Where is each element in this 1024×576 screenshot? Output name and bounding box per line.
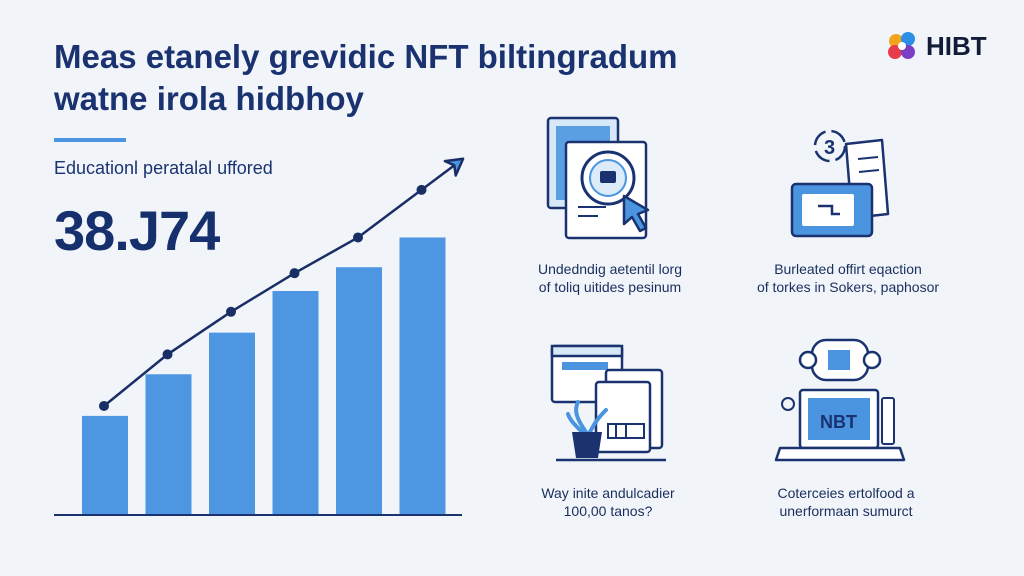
growth-chart [54,157,465,516]
feature-2-line-2: of torkes in Sokers, paphosor [756,279,940,295]
feature-caption-1: Undedndig aetentil lorg of toliq uitides… [480,260,740,296]
wallet-receipt-icon: 3 [790,129,890,238]
headline: Meas etanely grevidic NFT biltingradum w… [54,36,874,120]
chart-bar [82,415,128,515]
petal-logo-icon [888,32,915,59]
trend-arrowhead [443,157,465,177]
trend-point [226,306,236,317]
big-stat-value: 38.J74 [54,199,220,262]
title-underline [54,138,126,142]
feature-2-line-1: Burleated offirt eqaction [774,261,922,277]
feature-3-line-1: Way inite andulcadier [541,485,675,501]
feature-1-line-1: Undedndig aetentil lorg [538,261,682,277]
trend-point [416,184,427,195]
svg-text:3: 3 [824,137,835,159]
feature-caption-2: Burleated offirt eqaction of torkes in S… [718,260,978,296]
chart-bar [336,267,382,515]
trend-point [289,268,300,279]
chart-bar [209,332,255,515]
feature-4-line-1: Coterceies ertolfood a [777,485,915,501]
laptop-nbt-icon: NBT [774,338,906,462]
logo-text: HIBT [926,30,987,61]
trend-point [162,349,173,360]
subtitle: Educationl peratalal uffored [54,158,273,178]
feature-3-line-2: 100,00 tanos? [563,503,653,519]
document-magnifier-cursor-icon [546,116,650,240]
chart-bar [399,237,446,515]
headline-line-2: watne irola hidbhoy [54,80,364,117]
chart-bar [145,374,192,515]
brand-logo: HIBT [884,28,987,64]
feature-4-line-2: unerformaan sumurct [779,503,913,519]
trend-point [99,400,109,411]
laptop-screen-label: NBT [820,412,857,432]
feature-1-line-2: of toliq uitides pesinum [538,279,682,295]
feature-caption-3: Way inite andulcadier 100,00 tanos? [478,484,738,520]
headline-line-1: Meas etanely grevidic NFT biltingradum [54,38,678,75]
feature-caption-4: Coterceies ertolfood a unerformaan sumur… [716,484,976,520]
trend-point [353,232,363,243]
desk-folder-plant-icon [550,344,666,462]
chart-bar [272,290,319,515]
